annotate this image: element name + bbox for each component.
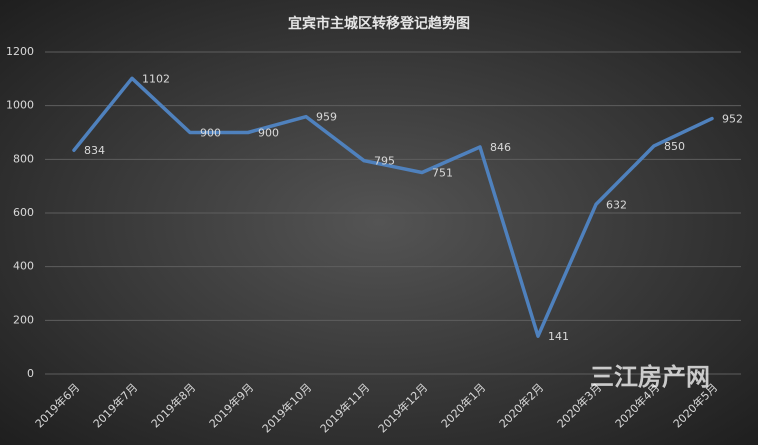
- data-label: 846: [490, 141, 511, 154]
- data-label: 834: [84, 144, 105, 157]
- y-tick-label: 1000: [6, 99, 34, 112]
- y-tick-label: 800: [13, 152, 34, 165]
- data-label: 952: [722, 113, 743, 126]
- line: [72, 76, 714, 338]
- data-label: 751: [432, 166, 453, 179]
- data-label: 1102: [142, 72, 170, 85]
- y-tick-label: 0: [27, 367, 34, 380]
- chart-title: 宜宾市主城区转移登记趋势图: [288, 15, 470, 32]
- watermark: 三江房产网: [590, 363, 710, 391]
- y-tick-label: 400: [13, 260, 34, 273]
- data-label: 850: [664, 140, 685, 153]
- data-label: 900: [200, 127, 221, 140]
- data-label: 959: [316, 111, 337, 124]
- data-label: 632: [606, 198, 627, 211]
- y-tick-label: 200: [13, 313, 34, 326]
- data-label: 141: [548, 330, 569, 343]
- y-tick-label: 1200: [6, 45, 34, 58]
- data-label: 795: [374, 155, 395, 168]
- data-label: 900: [258, 127, 279, 140]
- y-tick-label: 600: [13, 206, 34, 219]
